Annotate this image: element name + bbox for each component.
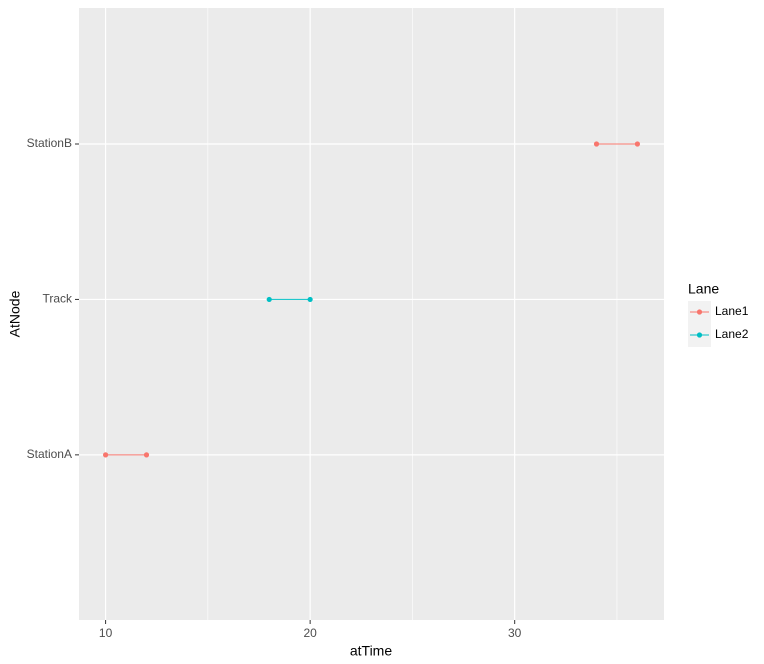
y-tick-label: StationB <box>27 136 72 150</box>
x-axis-label: atTime <box>350 643 392 659</box>
series-line <box>105 143 638 456</box>
legend-label: Lane1 <box>715 304 749 318</box>
x-tick-label: 30 <box>508 626 522 640</box>
legend-title: Lane <box>688 281 719 297</box>
point <box>266 296 272 303</box>
x-tick-label: 10 <box>99 626 113 640</box>
panel <box>79 8 664 620</box>
y-axis-label: AtNode <box>7 290 23 337</box>
point <box>593 141 600 147</box>
y-tick-label: StationA <box>27 447 72 461</box>
point <box>102 452 109 458</box>
legend-label: Lane2 <box>715 327 749 341</box>
y-tick-label: Track <box>42 292 73 306</box>
legend-point <box>696 332 703 338</box>
point <box>307 296 313 303</box>
legend-point <box>696 309 703 315</box>
point <box>634 141 641 147</box>
x-tick-label: 20 <box>303 626 317 640</box>
point <box>143 452 150 458</box>
